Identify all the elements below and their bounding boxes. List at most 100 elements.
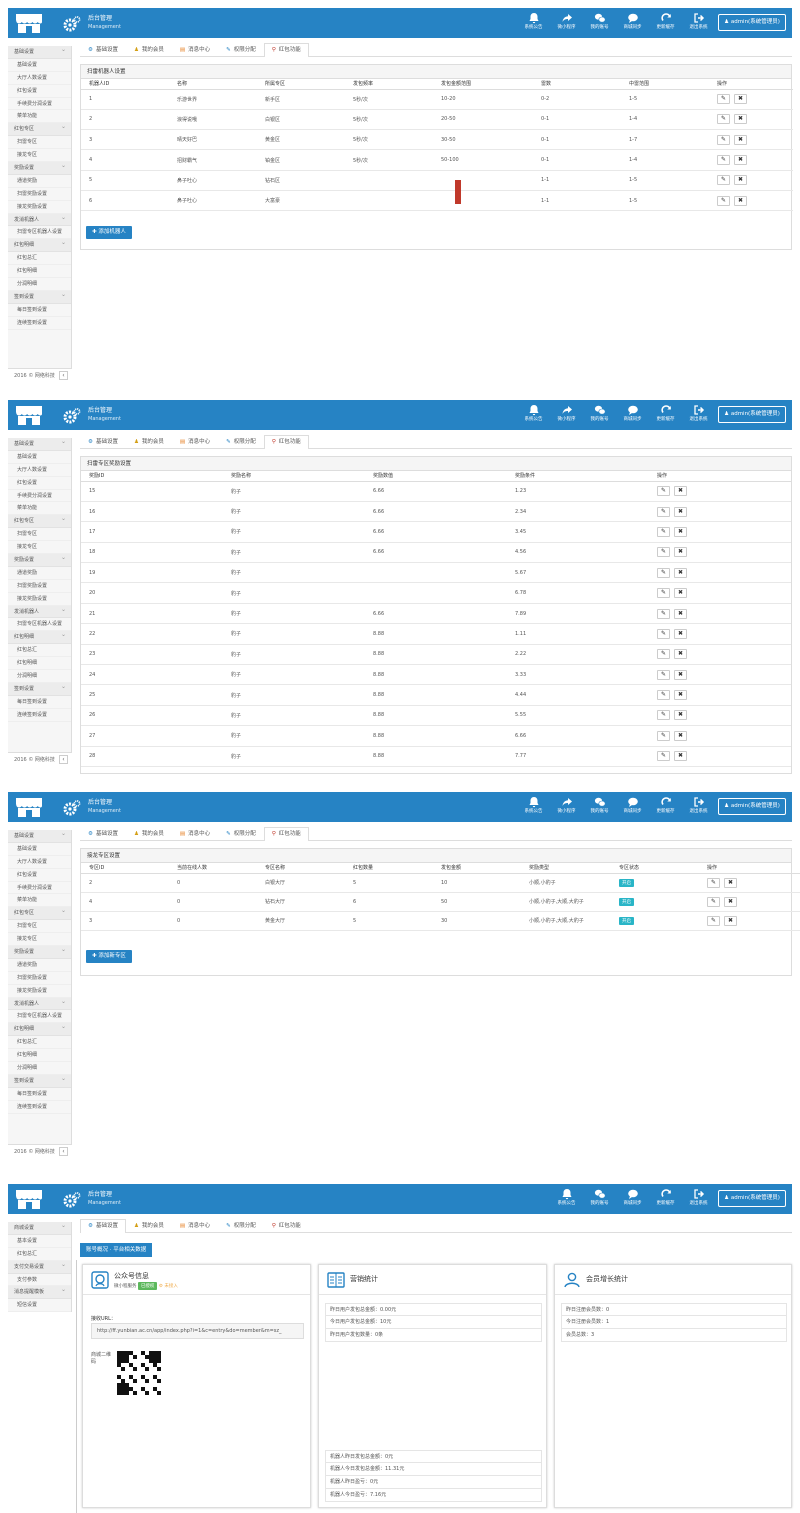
edit-button[interactable]: ✎ xyxy=(707,877,720,888)
edit-button[interactable]: ✎ xyxy=(717,155,730,166)
url-field[interactable]: http://ff.yunbian.ac.cn/app/index.php?i=… xyxy=(91,1323,304,1339)
delete-button[interactable]: ✖ xyxy=(734,94,747,105)
sidebar-item[interactable]: 基础设置 xyxy=(8,843,71,856)
collapse-button[interactable]: ‹ xyxy=(59,371,68,380)
bell-button[interactable]: 系统公告 xyxy=(518,10,549,37)
tab-2[interactable]: ▤ 消息中心 xyxy=(172,435,218,448)
sidebar-group[interactable]: 基础设置 xyxy=(8,46,71,59)
delete-button[interactable]: ✖ xyxy=(674,669,687,680)
sidebar-group[interactable]: 支付交易设置 xyxy=(8,1259,71,1274)
sidebar-item[interactable]: 红包总汇 xyxy=(8,1036,71,1050)
tab-2[interactable]: ▤ 消息中心 xyxy=(172,1219,218,1232)
edit-button[interactable]: ✎ xyxy=(657,526,670,537)
bell-button[interactable]: 系统公告 xyxy=(518,794,549,821)
delete-button[interactable]: ✖ xyxy=(674,567,687,578)
sidebar-item[interactable]: 连续签到设置 xyxy=(8,1101,71,1114)
delete-button[interactable]: ✖ xyxy=(674,690,687,701)
sidebar-group[interactable]: 红包专区 xyxy=(8,121,71,137)
tab-0[interactable]: ⚙ 基础设置 xyxy=(80,827,126,840)
tab-2[interactable]: ▤ 消息中心 xyxy=(172,827,218,840)
wechat-button[interactable]: 我的账号 xyxy=(584,794,615,821)
sidebar-group[interactable]: 红包明细 xyxy=(8,1021,71,1037)
sidebar-item[interactable]: 通道奖励 xyxy=(8,567,71,580)
sidebar-item[interactable]: 红包设置 xyxy=(8,85,71,98)
refresh-button[interactable]: 更新缓存 xyxy=(650,402,681,429)
status-badge[interactable]: 开启 xyxy=(619,897,634,906)
sidebar-group[interactable]: 红包明细 xyxy=(8,237,71,253)
sidebar-group[interactable]: 奖励设置 xyxy=(8,160,71,175)
tab-1[interactable]: ♟ 我的会员 xyxy=(126,435,172,448)
sidebar-group[interactable]: 奖励设置 xyxy=(8,944,71,959)
collapse-button[interactable]: ‹ xyxy=(59,1147,68,1156)
status-badge[interactable]: 开启 xyxy=(619,916,634,925)
edit-button[interactable]: ✎ xyxy=(657,669,670,680)
edit-button[interactable]: ✎ xyxy=(657,567,670,578)
sidebar-item[interactable]: 红包总汇 xyxy=(8,252,71,266)
sidebar-item[interactable]: 红包明细 xyxy=(8,657,71,671)
sidebar-group[interactable]: 奖励设置 xyxy=(8,552,71,567)
sidebar-item[interactable]: 基础设置 xyxy=(8,451,71,464)
delete-button[interactable]: ✖ xyxy=(734,195,747,206)
delete-button[interactable]: ✖ xyxy=(734,114,747,125)
edit-button[interactable]: ✎ xyxy=(707,896,720,907)
delete-button[interactable]: ✖ xyxy=(674,730,687,741)
sidebar-group[interactable]: 签到设置 xyxy=(8,1073,71,1088)
tab-4[interactable]: ⚲ 红包功能 xyxy=(263,827,309,841)
sidebar-group[interactable]: 发消机器人 xyxy=(8,212,71,227)
chat-button[interactable]: 商城同步 xyxy=(617,10,648,37)
sidebar-item[interactable]: 红包设置 xyxy=(8,869,71,882)
delete-button[interactable]: ✖ xyxy=(734,175,747,186)
edit-button[interactable]: ✎ xyxy=(657,547,670,558)
tab-3[interactable]: ✎ 权限分配 xyxy=(218,827,264,840)
delete-button[interactable]: ✖ xyxy=(674,608,687,619)
refresh-button[interactable]: 更新缓存 xyxy=(650,794,681,821)
sidebar-item[interactable]: 每日签到设置 xyxy=(8,1088,71,1101)
refresh-button[interactable]: 更新缓存 xyxy=(650,10,681,37)
sidebar-group[interactable]: 基础设置 xyxy=(8,830,71,843)
sidebar-item[interactable]: 扫雷奖励设置 xyxy=(8,188,71,201)
tab-4[interactable]: ⚲ 红包功能 xyxy=(264,1219,309,1232)
share-button[interactable]: 微小程序 xyxy=(551,402,582,429)
edit-button[interactable]: ✎ xyxy=(657,608,670,619)
sidebar-item[interactable]: 红包总汇 xyxy=(8,644,71,658)
wechat-button[interactable]: 我的账号 xyxy=(584,402,615,429)
share-button[interactable]: 微小程序 xyxy=(551,10,582,37)
sidebar-item[interactable]: 每日签到设置 xyxy=(8,304,71,317)
delete-button[interactable]: ✖ xyxy=(674,710,687,721)
tab-3[interactable]: ✎ 权限分配 xyxy=(218,43,264,56)
edit-button[interactable]: ✎ xyxy=(657,649,670,660)
delete-button[interactable]: ✖ xyxy=(724,896,737,907)
admin-menu[interactable]: ♟ admin(系统管理员) xyxy=(718,798,786,815)
add-zone-button[interactable]: ✚ 添加新专区 xyxy=(86,950,132,963)
sidebar-item[interactable]: 大厅人数设置 xyxy=(8,72,71,85)
sidebar-item[interactable]: 红包设置 xyxy=(8,477,71,490)
tab-3[interactable]: ✎ 权限分配 xyxy=(218,435,264,448)
sidebar-item[interactable]: 大厅人数设置 xyxy=(8,464,71,477)
refresh-button[interactable]: 更新缓存 xyxy=(650,1186,681,1213)
tab-4[interactable]: ⚲ 红包功能 xyxy=(263,43,309,57)
sidebar-group[interactable]: 签到设置 xyxy=(8,289,71,304)
bell-button[interactable]: 系统公告 xyxy=(551,1186,582,1213)
tab-0[interactable]: ⚙ 基础设置 xyxy=(80,43,126,56)
sidebar-group[interactable]: 消息提醒模板 xyxy=(8,1284,71,1300)
edit-button[interactable]: ✎ xyxy=(717,175,730,186)
sidebar-item[interactable]: 通道奖励 xyxy=(8,175,71,188)
sidebar-group[interactable]: 商城设置 xyxy=(8,1222,71,1235)
wechat-button[interactable]: 我的账号 xyxy=(584,1186,615,1213)
delete-button[interactable]: ✖ xyxy=(674,751,687,762)
edit-button[interactable]: ✎ xyxy=(717,195,730,206)
delete-button[interactable]: ✖ xyxy=(674,588,687,599)
chat-button[interactable]: 商城同步 xyxy=(617,794,648,821)
tab-2[interactable]: ▤ 消息中心 xyxy=(172,43,218,56)
delete-button[interactable]: ✖ xyxy=(724,915,737,926)
sidebar-group[interactable]: 红包专区 xyxy=(8,513,71,529)
edit-button[interactable]: ✎ xyxy=(657,628,670,639)
sidebar-item[interactable]: 每日签到设置 xyxy=(8,696,71,709)
tab-1[interactable]: ♟ 我的会员 xyxy=(126,827,172,840)
edit-button[interactable]: ✎ xyxy=(657,486,670,497)
delete-button[interactable]: ✖ xyxy=(674,486,687,497)
sidebar-item[interactable]: 扫雷奖励设置 xyxy=(8,580,71,593)
admin-menu[interactable]: ♟ admin(系统管理员) xyxy=(718,14,786,31)
logout-button[interactable]: 退出系统 xyxy=(683,10,714,37)
collapse-button[interactable]: ‹ xyxy=(59,755,68,764)
